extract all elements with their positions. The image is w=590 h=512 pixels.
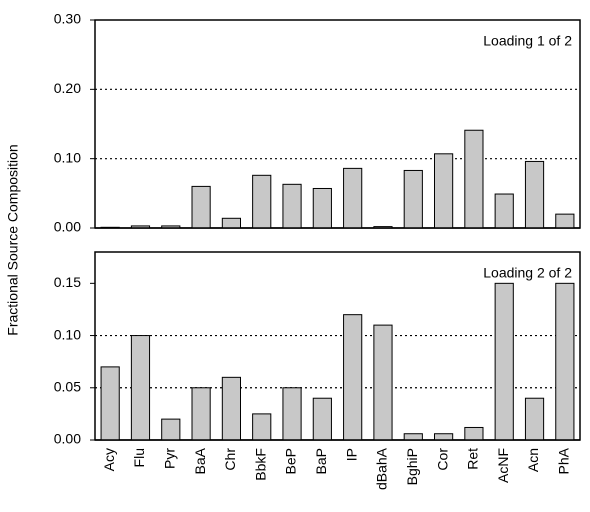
bar	[556, 283, 574, 440]
x-tick-label: Flu	[131, 448, 147, 467]
x-tick-label: BaA	[192, 447, 208, 474]
y-tick-label: 0.30	[54, 11, 81, 27]
page: Fractional Source Composition 0.00 0.10 0.…	[0, 0, 590, 512]
y-axis-label: Fractional Source Composition	[5, 144, 21, 335]
y-tick-label: 0.00	[54, 431, 81, 447]
x-tick-label: BeP	[283, 448, 299, 474]
panel-annotation: Loading 1 of 2	[483, 33, 572, 49]
bar	[253, 414, 271, 440]
y-tick-label: 0.15	[54, 274, 81, 290]
bar	[253, 175, 271, 228]
x-tick-label: PhA	[556, 447, 572, 474]
bar	[525, 398, 543, 440]
bar	[344, 168, 362, 228]
bar	[435, 434, 453, 440]
bar	[556, 214, 574, 228]
bar	[435, 154, 453, 228]
bar	[404, 434, 422, 440]
bar	[495, 194, 513, 228]
x-tick-label: IP	[343, 448, 359, 461]
bar	[283, 388, 301, 440]
bar	[313, 398, 331, 440]
x-tick-label: Acy	[101, 448, 117, 471]
bar	[374, 325, 392, 440]
x-tick-label: AcNF	[495, 448, 511, 483]
x-tick-label: BbkF	[252, 448, 268, 481]
bar	[465, 427, 483, 440]
y-tick-label: 0.10	[54, 149, 81, 165]
x-tick-label: BghiP	[404, 448, 420, 485]
bar	[344, 315, 362, 440]
bar	[283, 184, 301, 228]
y-tick-label: 0.20	[54, 80, 81, 96]
y-tick-label: 0.00	[54, 219, 81, 235]
chart: Fractional Source Composition 0.00 0.10 0.…	[0, 0, 590, 512]
bar	[222, 218, 240, 228]
bar	[192, 186, 210, 228]
x-tick-label: BaP	[313, 448, 329, 474]
x-tick-label: dBahA	[374, 447, 390, 490]
bar	[313, 188, 331, 228]
x-tick-label: Acn	[525, 448, 541, 472]
x-tick-label: Cor	[434, 448, 450, 471]
x-tick-label: Pyr	[161, 448, 177, 469]
x-tick-label: Ret	[465, 448, 481, 470]
bar	[222, 377, 240, 440]
bar	[404, 170, 422, 228]
bar	[131, 336, 149, 440]
panel-annotation: Loading 2 of 2	[483, 265, 572, 281]
bar	[192, 388, 210, 440]
bar	[465, 130, 483, 228]
y-tick-label: 0.10	[54, 326, 81, 342]
bar	[162, 419, 180, 440]
bar	[101, 367, 119, 440]
x-tick-label: Chr	[222, 448, 238, 471]
bar	[525, 161, 543, 228]
bar	[495, 283, 513, 440]
y-tick-label: 0.05	[54, 378, 81, 394]
